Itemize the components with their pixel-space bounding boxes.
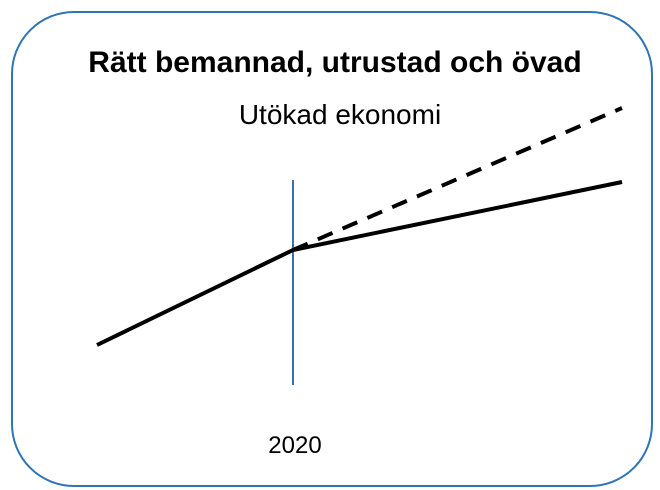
frame — [11, 11, 653, 487]
title: Rätt bemannad, utrustad och övad — [88, 46, 581, 79]
subtitle: Utökad ekonomi — [239, 99, 441, 130]
projected-line — [292, 106, 623, 252]
year-label: 2020 — [268, 432, 321, 459]
